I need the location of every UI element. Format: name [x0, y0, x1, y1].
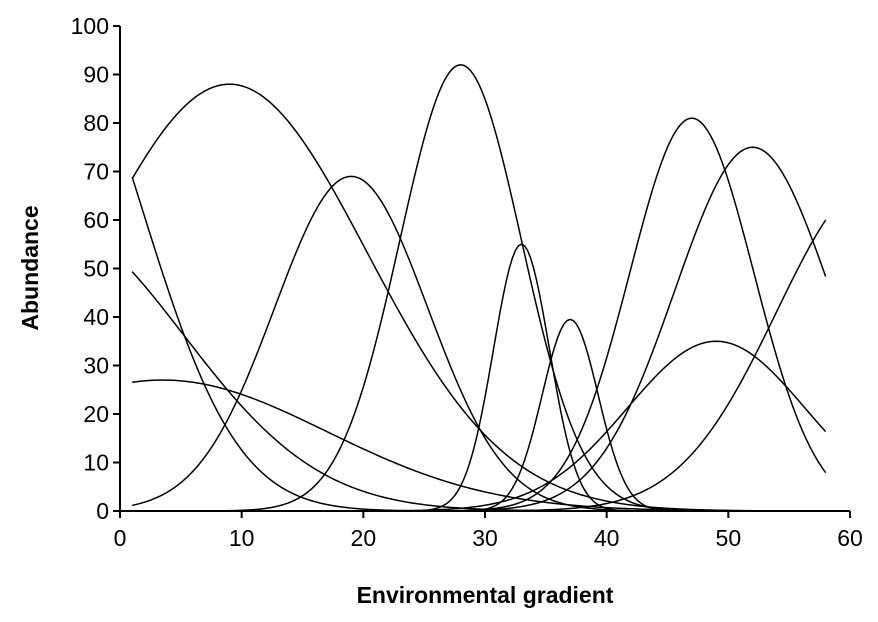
x-tick-label: 50 [716, 525, 742, 551]
series-line-3 [132, 64, 826, 512]
x-tick-label: 10 [229, 525, 255, 551]
series-line-1 [131, 83, 826, 512]
series-line-8 [132, 146, 827, 512]
series-line-10 [131, 176, 826, 512]
x-axis-title: Environmental gradient [357, 582, 614, 608]
series-line-4 [132, 243, 826, 512]
y-axis-title: Abundance [17, 205, 43, 330]
y-tick-label: 90 [83, 62, 109, 88]
x-tick-label: 20 [351, 525, 377, 551]
series-line-2 [132, 175, 826, 512]
y-tick-label: 40 [83, 304, 109, 330]
y-tick-label: 80 [83, 110, 109, 136]
y-tick-label: 10 [83, 450, 109, 476]
x-tick-label: 0 [114, 525, 127, 551]
y-tick-label: 70 [83, 159, 109, 185]
x-tick-label: 30 [472, 525, 498, 551]
series-line-11 [131, 271, 826, 512]
series-layer [131, 64, 827, 512]
x-tick-label: 40 [594, 525, 620, 551]
x-axis-ticks: 0 10 20 30 40 50 60 [114, 511, 863, 551]
y-tick-label: 50 [83, 256, 109, 282]
y-tick-label: 20 [83, 401, 109, 427]
y-tick-label: 0 [96, 498, 109, 524]
y-tick-label: 100 [71, 13, 109, 39]
y-axis-ticks: 0 10 20 30 40 50 60 70 80 90 100 [71, 13, 120, 524]
series-line-6 [132, 117, 827, 512]
series-line-9 [132, 219, 827, 512]
x-tick-label: 60 [837, 525, 863, 551]
y-tick-label: 60 [83, 207, 109, 233]
y-tick-label: 30 [83, 353, 109, 379]
